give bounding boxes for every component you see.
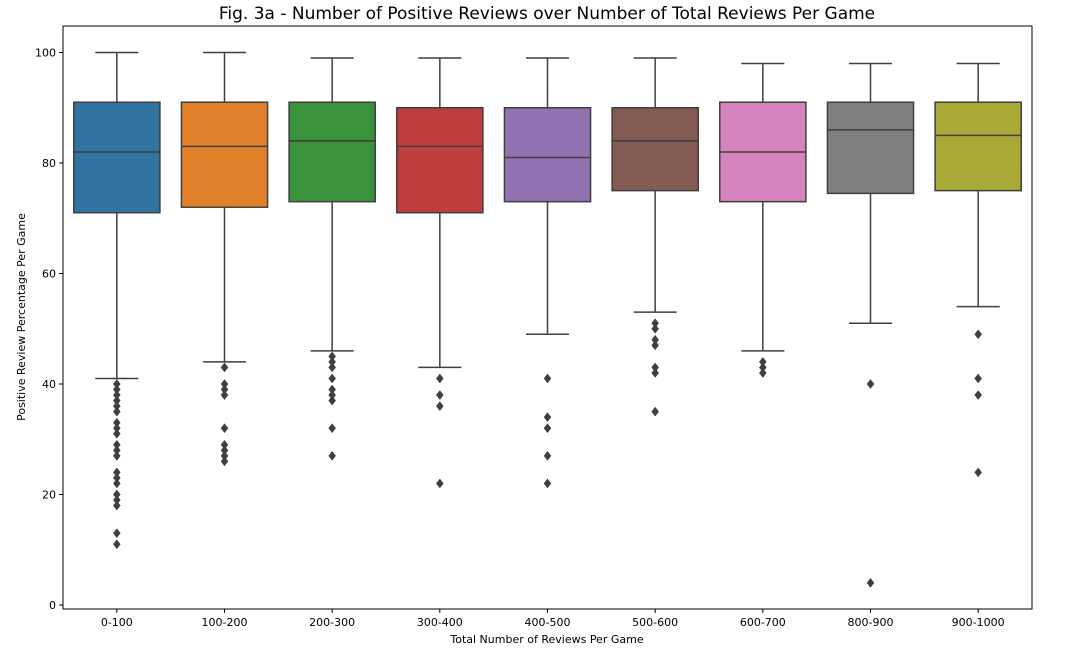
box-group-600-700 <box>719 62 807 378</box>
outlier-point <box>328 395 336 406</box>
plot-frame <box>62 25 1033 610</box>
y-axis: 0 20 40 60 80 100 <box>35 47 63 612</box>
y-tick-label: 20 <box>42 489 56 502</box>
x-tick-label: 0-100 <box>101 616 133 629</box>
outlier-point <box>328 373 336 384</box>
outlier-point <box>113 500 121 511</box>
outlier-point <box>436 373 444 384</box>
outlier-point <box>543 373 552 384</box>
outlier-point <box>543 423 552 434</box>
outlier-point <box>220 456 229 467</box>
iqr-box <box>73 101 161 214</box>
outlier-point <box>436 390 444 400</box>
outlier-point <box>651 406 659 417</box>
outlier-point <box>543 478 552 489</box>
box-group-300-400 <box>396 57 484 489</box>
outlier-point <box>113 528 121 539</box>
x-tick-label: 500-600 <box>632 616 678 629</box>
outlier-point <box>651 368 659 378</box>
y-tick-label: 0 <box>49 599 56 612</box>
outlier-point <box>866 379 875 389</box>
outlier-point <box>113 539 121 550</box>
outlier-point <box>651 323 659 334</box>
outlier-point <box>651 340 659 351</box>
outlier-point <box>220 423 229 434</box>
y-axis-label: Positive Review Percentage Per Game <box>15 213 28 421</box>
x-tick-label: 300-400 <box>417 616 463 629</box>
box-group-800-900 <box>826 62 915 588</box>
box-group-900-1000 <box>934 62 1022 478</box>
x-axis: 0-100 100-200 200-300 300-400 400-500 500-600… <box>101 609 1005 629</box>
outlier-point <box>436 401 444 412</box>
outlier-point <box>543 450 552 461</box>
x-tick-label: 400-500 <box>525 616 571 629</box>
outlier-point <box>113 450 121 461</box>
iqr-box <box>934 101 1022 192</box>
outlier-point <box>220 362 229 373</box>
x-tick-label: 900-1000 <box>952 616 1005 629</box>
x-axis-label: Total Number of Reviews Per Game <box>449 633 643 646</box>
outlier-point <box>436 478 444 489</box>
y-tick-label: 80 <box>42 157 56 170</box>
iqr-box <box>180 101 269 208</box>
box-group-100-200 <box>180 51 269 467</box>
x-tick-label: 100-200 <box>202 616 248 629</box>
outlier-point <box>866 577 875 588</box>
outlier-point <box>113 428 121 439</box>
outlier-point <box>328 450 336 461</box>
outlier-point <box>328 362 336 373</box>
y-tick-label: 40 <box>42 378 56 391</box>
outlier-point <box>759 368 767 378</box>
iqr-box <box>503 107 592 203</box>
iqr-box <box>288 101 376 203</box>
x-tick-label: 200-300 <box>309 616 355 629</box>
outlier-point <box>113 406 121 417</box>
x-tick-label: 800-900 <box>848 616 894 629</box>
outlier-point <box>974 329 982 340</box>
outlier-point <box>328 423 336 434</box>
outlier-point <box>974 373 982 384</box>
chart-title: Fig. 3a - Number of Positive Reviews ove… <box>219 4 875 24</box>
iqr-box <box>396 107 484 214</box>
y-tick-label: 100 <box>35 47 56 60</box>
x-tick-label: 600-700 <box>740 616 786 629</box>
iqr-box <box>826 101 915 195</box>
box-group-500-600 <box>611 57 699 417</box>
outlier-point <box>974 467 982 478</box>
y-tick-label: 60 <box>42 268 56 281</box>
outlier-point <box>220 390 229 400</box>
outlier-point <box>543 412 552 423</box>
box-group-400-500 <box>503 57 592 489</box>
boxes-layer <box>73 51 1022 588</box>
outlier-point <box>974 390 982 400</box>
iqr-box <box>611 107 699 192</box>
box-group-200-300 <box>288 57 376 461</box>
box-group-0-100 <box>73 51 161 550</box>
outlier-point <box>113 478 121 489</box>
